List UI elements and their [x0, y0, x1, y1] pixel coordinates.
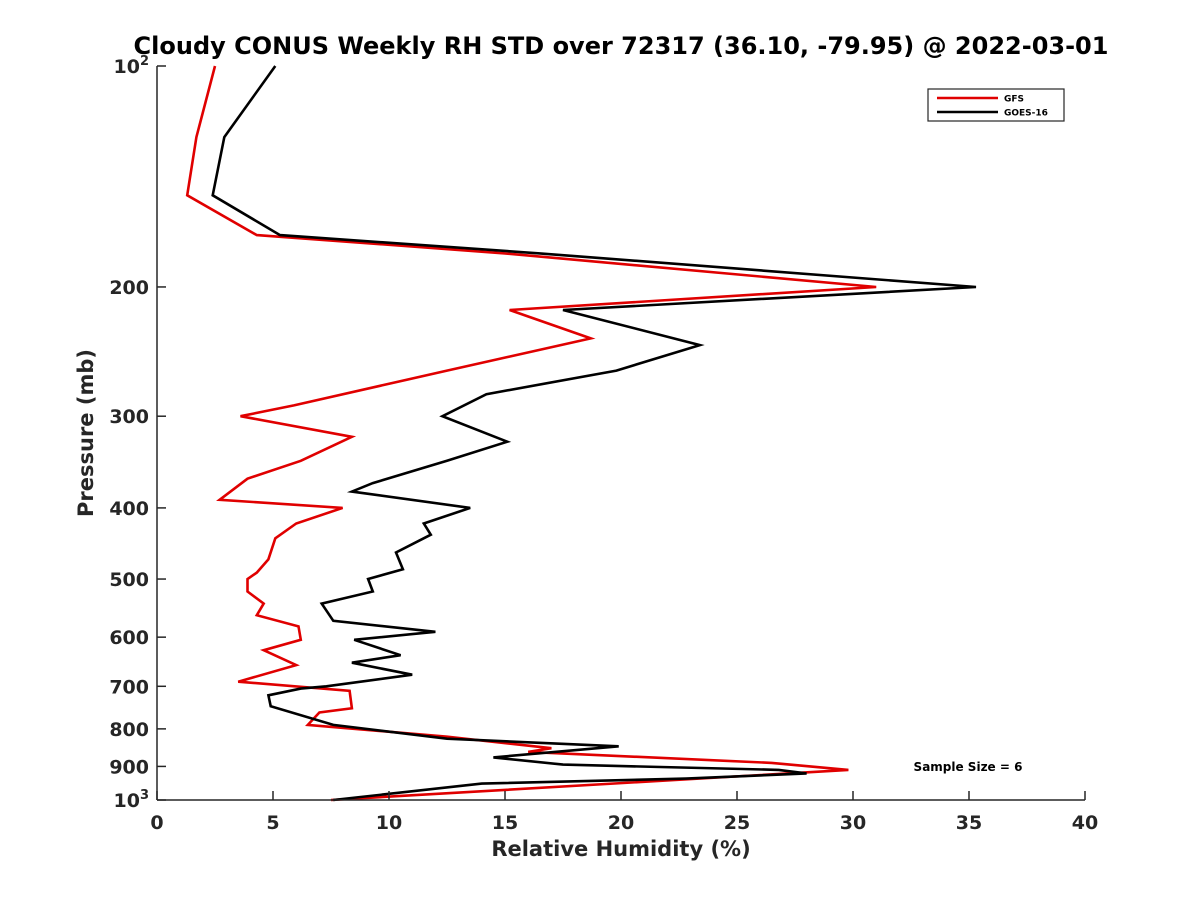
x-tick-label: 20 — [608, 812, 634, 834]
x-tick-label: 25 — [724, 812, 750, 834]
y-tick-label: 700 — [109, 676, 149, 698]
sample-size-annotation: Sample Size = 6 — [914, 760, 1023, 774]
x-tick-label: 10 — [376, 812, 402, 834]
legend-box — [927, 88, 1065, 122]
x-tick-label: 0 — [150, 812, 163, 834]
plot-lines — [185, 65, 977, 802]
x-axis-label: Relative Humidity (%) — [491, 837, 750, 861]
series-line-goes-16 — [211, 65, 977, 802]
legend: GFS GOES-16 — [927, 88, 1065, 122]
y-axis-label: Pressure (mb) — [74, 349, 98, 517]
x-axis-ticks: 0 5 10 15 20 25 30 35 40 — [150, 791, 1098, 834]
legend-entry-label: GFS — [1004, 95, 1024, 105]
y-axis-ticks: 102 200 300 400 500 600 700 800 900 103 — [109, 54, 166, 812]
y-tick-label: 102 — [114, 54, 150, 78]
y-tick-label: 800 — [109, 719, 149, 741]
y-tick-label: 300 — [109, 406, 149, 428]
x-tick-label: 15 — [492, 812, 518, 834]
y-tick-label: 103 — [114, 788, 150, 812]
legend-entry-label: GOES-16 — [1004, 109, 1048, 119]
chart-title: Cloudy CONUS Weekly RH STD over 72317 (3… — [134, 32, 1109, 60]
x-tick-label: 30 — [840, 812, 866, 834]
y-tick-label: 600 — [109, 627, 149, 649]
y-tick-label: 900 — [109, 756, 149, 778]
x-tick-label: 40 — [1072, 812, 1098, 834]
y-tick-label: 400 — [109, 498, 149, 520]
y-tick-label: 500 — [109, 569, 149, 591]
y-tick-label: 200 — [109, 277, 149, 299]
series-line-gfs — [185, 65, 877, 802]
x-tick-label: 35 — [956, 812, 982, 834]
x-tick-label: 5 — [266, 812, 279, 834]
